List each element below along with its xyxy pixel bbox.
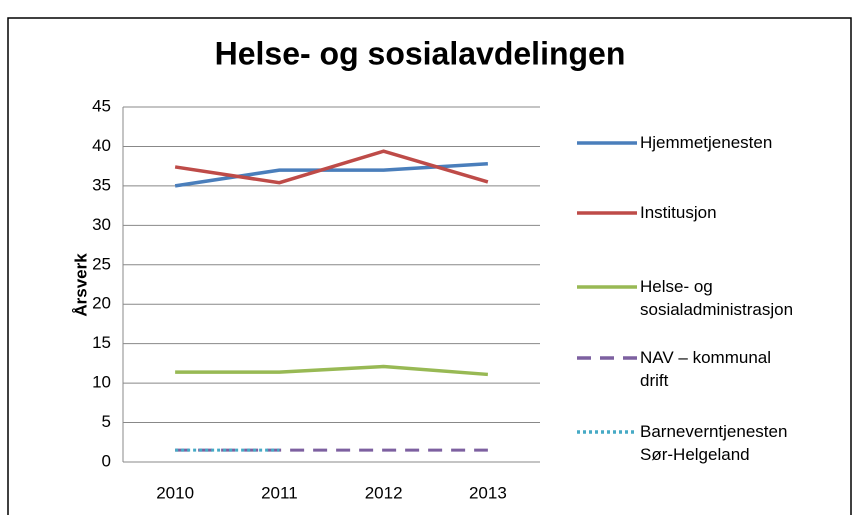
y-tick-label: 20 <box>92 294 111 313</box>
y-tick-label: 30 <box>92 215 111 234</box>
y-tick-label: 45 <box>92 96 111 115</box>
y-tick-label: 35 <box>92 175 111 194</box>
x-tick-label: 2010 <box>156 483 194 502</box>
x-tick-label: 2011 <box>261 483 298 502</box>
y-tick-label: 5 <box>102 412 111 431</box>
y-axis-label: Årsverk <box>71 253 90 317</box>
x-tick-label: 2013 <box>469 483 507 502</box>
chart-title: Helse- og sosialavdelingen <box>215 35 626 71</box>
legend-label: NAV – kommunal drift <box>640 348 772 390</box>
frame <box>7 17 852 515</box>
legend-label: Hjemmetjenesten <box>640 133 773 152</box>
y-tick-label: 25 <box>92 254 111 273</box>
series-line <box>175 364 489 377</box>
y-tick-label: 40 <box>92 136 111 155</box>
legend-label: Barneverntjenesten Sør-Helgeland <box>640 422 788 464</box>
series-line <box>174 149 489 185</box>
y-tick-label: 10 <box>92 373 111 392</box>
y-tick-label: 15 <box>92 333 111 352</box>
legend-label: Helse- og sosialadministrasjon <box>640 277 794 319</box>
y-tick-label: 0 <box>102 451 111 470</box>
x-tick-label: 2012 <box>365 483 403 502</box>
legend-label: Institusjon <box>640 203 717 222</box>
